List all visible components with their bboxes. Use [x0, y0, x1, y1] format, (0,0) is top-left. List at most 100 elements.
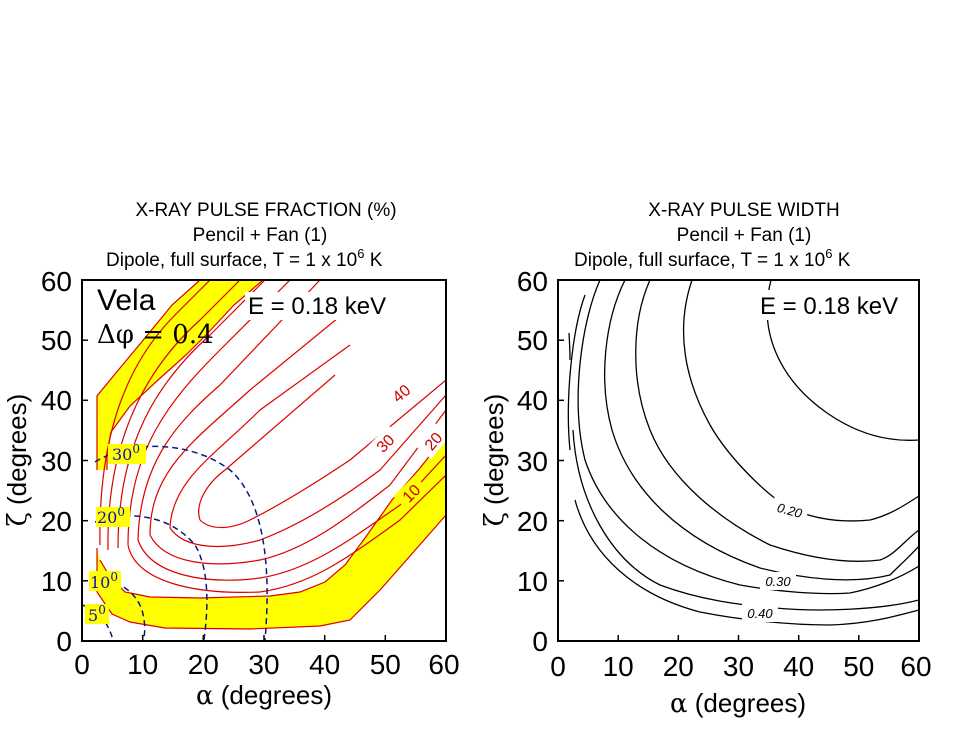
- left-subtitle-1: Pencil + Fan (1): [193, 225, 328, 246]
- x-tick-label: 60: [900, 651, 931, 682]
- label-backdrop: [383, 375, 419, 411]
- y-tick-label: 30: [41, 446, 72, 477]
- label-backdrop: [85, 604, 109, 624]
- contour-label-0-30: 0.30: [765, 574, 791, 589]
- pulse-fraction-contours: [96, 280, 446, 630]
- contour-line: [604, 280, 919, 581]
- label-backdrop: [770, 495, 810, 523]
- right-y-tick-labels: 0 10 20 30 40 50 60: [517, 266, 548, 657]
- contour-line: [635, 280, 919, 562]
- left-energy-label: E = 0.18 keV: [248, 293, 386, 320]
- contour-line: [127, 474, 446, 593]
- x-tick-label: 30: [723, 651, 754, 682]
- contour-line: [198, 374, 336, 521]
- left-subtitle-2: Dipole, full surface, T = 1 x 106 K: [106, 246, 383, 271]
- x-axis-label-text: (degrees): [214, 680, 333, 710]
- label-backdrop: [760, 572, 796, 590]
- dashed-label-20: 200: [97, 505, 125, 527]
- right-x-tick-labels: 0 10 20 30 40 50 60: [550, 651, 931, 682]
- label-backdrop: [96, 507, 130, 527]
- label-backdrop: [415, 423, 446, 459]
- y-tick-label: 20: [517, 506, 548, 537]
- y-tick-label: 50: [517, 325, 548, 356]
- left-plot-area: 300 200 100 50 40 30 20 10 E =: [82, 280, 446, 641]
- label-backdrop: [108, 444, 146, 464]
- y-tick-label: 20: [41, 506, 72, 537]
- y-tick-label: 40: [517, 385, 548, 416]
- dashed-label-degree: 0: [117, 505, 125, 519]
- energy-label-backdrop: [245, 292, 393, 320]
- right-subtitle-2-unit: K: [832, 250, 850, 271]
- left-x-axis-label: α (degrees): [196, 680, 332, 711]
- left-y-axis-label: ζ (degrees): [2, 394, 33, 527]
- left-subtitle-2-text: Dipole, full surface, T = 1 x 10: [106, 250, 357, 271]
- left-panel: X-RAY PULSE FRACTION (%) Pencil + Fan (1…: [2, 200, 460, 711]
- contour-line: [96, 280, 201, 470]
- contour-line: [137, 280, 321, 541]
- pulse-width-labels: 0.20 0.30 0.40: [742, 495, 810, 622]
- contour-line: [127, 280, 291, 546]
- phase-separation-label: Δφ = 0.4: [97, 320, 214, 350]
- contour-line: [96, 514, 446, 630]
- x-tick-label: 30: [248, 649, 279, 680]
- contour-line: [169, 344, 351, 529]
- label-backdrop: [393, 475, 429, 511]
- label-backdrop: [742, 604, 778, 622]
- alpha-symbol: α: [670, 689, 688, 719]
- x-tick-label: 60: [428, 649, 459, 680]
- right-y-axis-label: ζ (degrees): [479, 394, 510, 527]
- left-x-tick-labels: 0 10 20 30 40 50 60: [74, 649, 459, 680]
- right-subtitle-2-text: Dipole, full surface, T = 1 x 10: [574, 250, 825, 271]
- right-plot-frame: [557, 279, 920, 642]
- object-name-label: Vela: [97, 284, 156, 317]
- dashed-curve-labels: 300 200 100 50: [85, 442, 146, 625]
- observed-band-lower: [97, 435, 446, 629]
- y-axis-label-text: (degrees): [479, 394, 509, 513]
- right-energy-label: E = 0.18 keV: [760, 293, 898, 320]
- left-y-tick-labels: 0 10 20 30 40 50 60: [41, 266, 72, 657]
- contour-line: [99, 434, 446, 599]
- right-subtitle-2-exponent: 6: [825, 246, 832, 261]
- contour-line: [107, 280, 241, 551]
- left-title: X-RAY PULSE FRACTION (%): [135, 200, 396, 221]
- right-tick-marks: [558, 339, 860, 641]
- x-tick-label: 50: [843, 651, 874, 682]
- dashed-label-degree: 0: [132, 442, 140, 456]
- x-tick-label: 0: [550, 651, 566, 682]
- x-tick-label: 10: [603, 651, 634, 682]
- x-tick-label: 50: [370, 649, 401, 680]
- right-x-axis-label: α (degrees): [670, 688, 806, 719]
- y-tick-label: 40: [41, 385, 72, 416]
- dashed-label-10: 100: [90, 570, 118, 592]
- contour-line: [568, 332, 571, 361]
- left-subtitle-2-exponent: 6: [357, 246, 364, 261]
- right-subtitle-2: Dipole, full surface, T = 1 x 106 K: [574, 246, 851, 271]
- x-axis-label-text: (degrees): [688, 688, 807, 718]
- label-backdrop: [367, 425, 403, 461]
- y-tick-label: 50: [41, 325, 72, 356]
- right-panel: X-RAY PULSE WIDTH Pencil + Fan (1) Dipol…: [479, 200, 932, 719]
- contour-label-0-20: 0.20: [775, 500, 804, 521]
- dashed-label-base: 5: [88, 606, 98, 625]
- y-tick-label: 10: [517, 566, 548, 597]
- dashed-label-5: 50: [88, 603, 106, 625]
- y-tick-label: 0: [532, 626, 548, 657]
- contour-line: [577, 280, 919, 595]
- right-title: X-RAY PULSE WIDTH: [648, 200, 839, 221]
- x-tick-label: 0: [74, 649, 90, 680]
- dashed-label-degree: 0: [98, 603, 106, 617]
- y-tick-label: 60: [517, 266, 548, 297]
- x-tick-label: 40: [783, 651, 814, 682]
- contour-line: [149, 299, 361, 536]
- y-tick-label: 30: [517, 446, 548, 477]
- dashed-label-base: 30: [112, 445, 132, 464]
- x-tick-label: 10: [127, 649, 158, 680]
- x-tick-label: 20: [188, 649, 219, 680]
- right-subtitle-1: Pencil + Fan (1): [677, 225, 812, 246]
- dashed-label-30: 300: [112, 442, 140, 464]
- zeta-symbol: ζ: [480, 512, 510, 526]
- contour-line: [137, 454, 446, 581]
- zeta-symbol: ζ: [3, 512, 33, 526]
- observed-band-upper: [97, 280, 263, 470]
- contour-line: [99, 280, 211, 546]
